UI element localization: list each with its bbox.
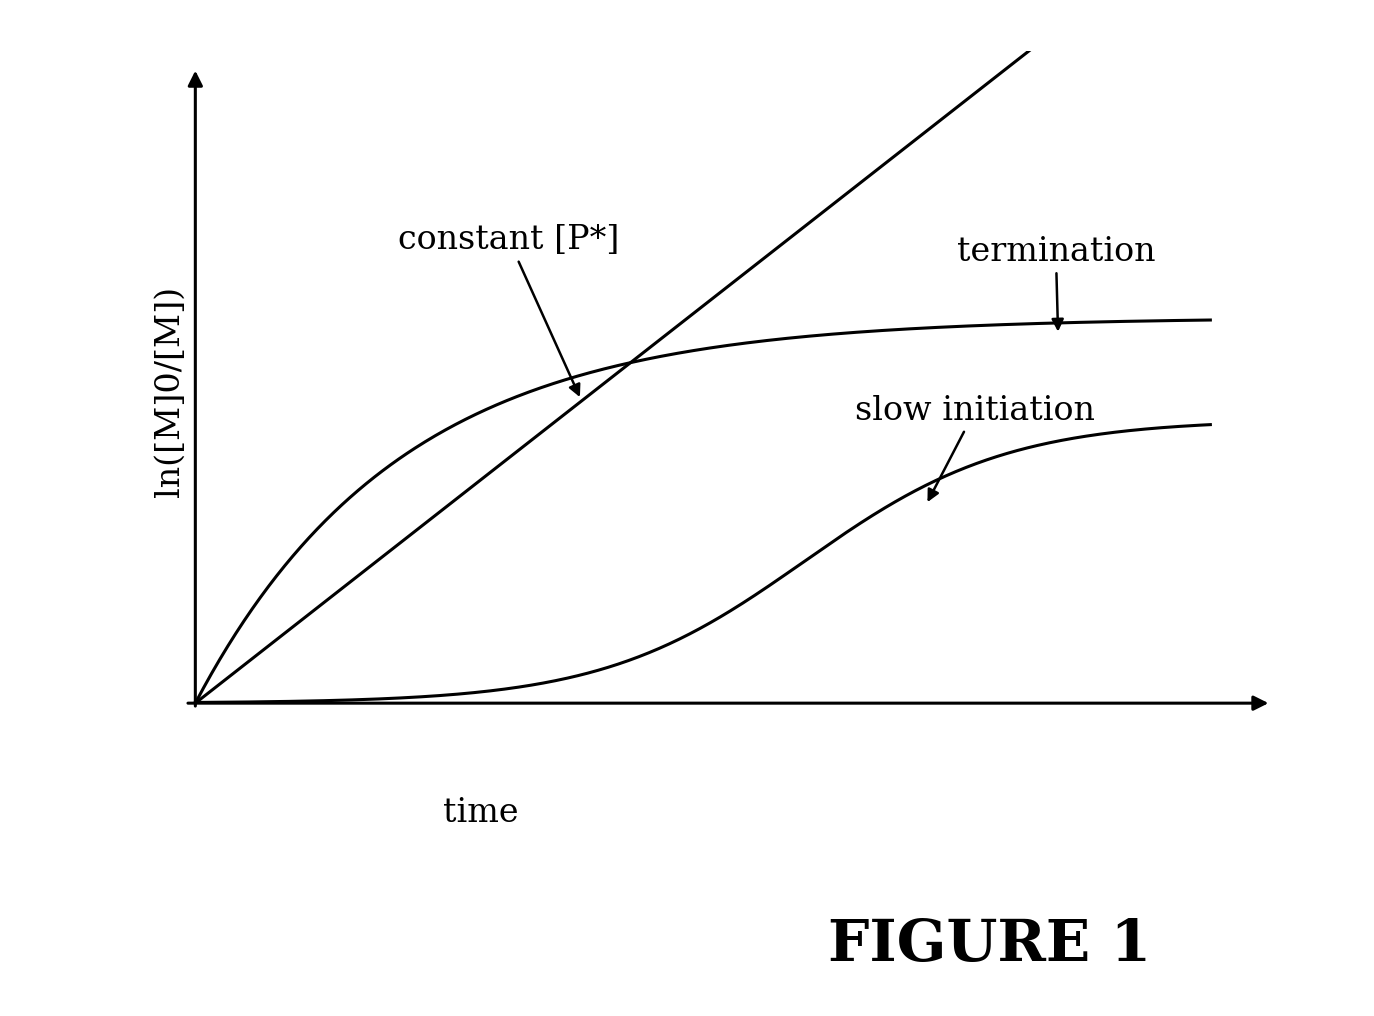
Text: time: time [442, 797, 519, 829]
Text: termination: termination [956, 236, 1156, 329]
Text: slow initiation: slow initiation [855, 394, 1095, 500]
Text: ln([M]0/[M]): ln([M]0/[M]) [154, 285, 185, 497]
Text: FIGURE 1: FIGURE 1 [827, 916, 1151, 973]
Text: constant [P*]: constant [P*] [398, 225, 620, 394]
